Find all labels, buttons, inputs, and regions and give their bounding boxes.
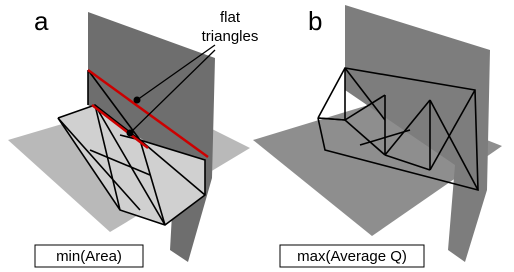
caption: max(Average Q) [297, 248, 407, 265]
dot [127, 130, 134, 137]
figure: a flat triangles min(Area) b max(Average… [0, 0, 514, 272]
dot [134, 97, 141, 104]
annotation: flat [220, 9, 241, 26]
panel-label: a [34, 6, 49, 36]
annotation: triangles [202, 28, 259, 45]
panel-a: a flat triangles min(Area) [8, 6, 258, 267]
panel-b: b max(Average Q) [253, 5, 502, 267]
caption: min(Area) [56, 248, 122, 265]
panel-label: b [308, 6, 322, 36]
